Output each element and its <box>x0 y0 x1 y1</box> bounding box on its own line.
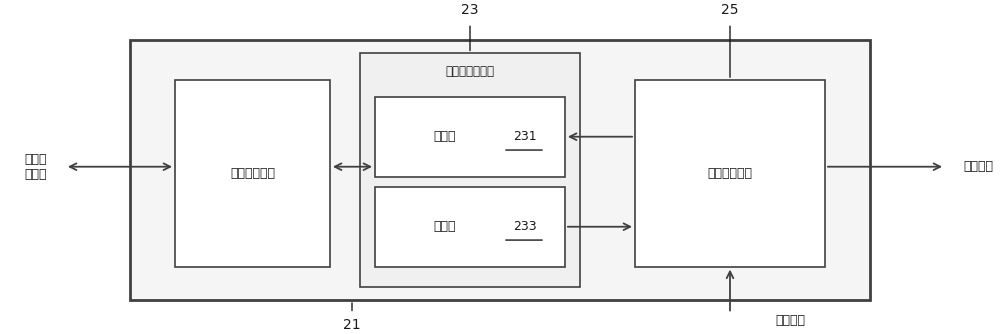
Text: 视频输入: 视频输入 <box>775 314 805 327</box>
Text: 21: 21 <box>343 318 361 332</box>
Text: 流媒体处理单元: 流媒体处理单元 <box>446 65 494 78</box>
Text: 解码器: 解码器 <box>434 220 456 233</box>
Text: 视频处理单元: 视频处理单元 <box>708 167 753 180</box>
FancyBboxPatch shape <box>375 187 565 267</box>
Text: 流媒体
服务器: 流媒体 服务器 <box>25 153 47 181</box>
FancyBboxPatch shape <box>175 80 330 267</box>
Text: 25: 25 <box>721 3 739 17</box>
FancyBboxPatch shape <box>375 97 565 177</box>
FancyBboxPatch shape <box>130 40 870 300</box>
Text: 编码器: 编码器 <box>434 130 456 143</box>
Text: 233: 233 <box>513 220 537 233</box>
Text: 网络接口单元: 网络接口单元 <box>230 167 275 180</box>
FancyBboxPatch shape <box>360 53 580 287</box>
Text: 视频输出: 视频输出 <box>963 160 993 173</box>
Text: 23: 23 <box>461 3 479 17</box>
Text: 231: 231 <box>513 130 537 143</box>
FancyBboxPatch shape <box>635 80 825 267</box>
